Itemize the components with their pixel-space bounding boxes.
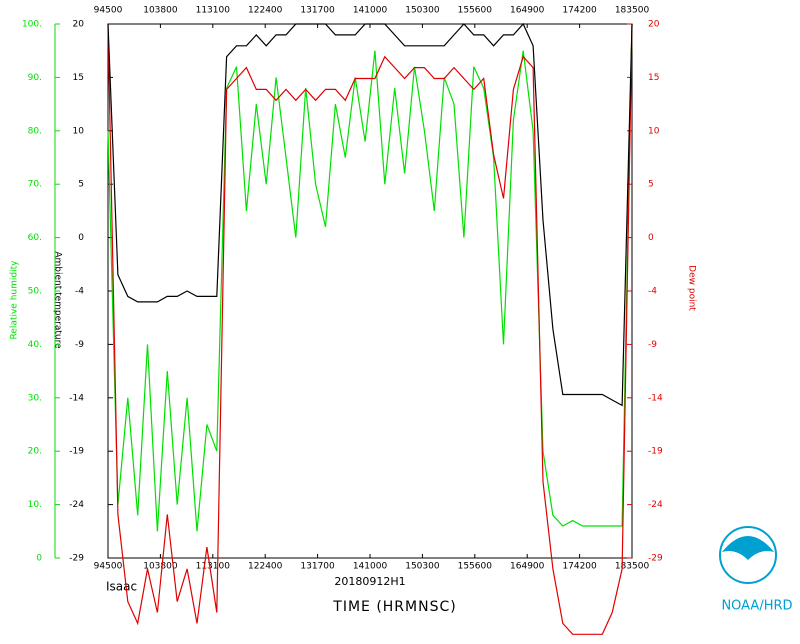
annotation: 20180912H1 [334,575,405,588]
noaa-logo [719,526,777,584]
x-tick-label-top: 103800 [143,6,178,16]
x-tick-label-top: 94500 [94,6,123,16]
x-tick-label: 113100 [196,562,231,572]
y-tick-label: 50. [28,287,42,297]
x-tick-label-top: 183500 [615,6,650,16]
y-axis-label: Relative humidity [10,260,20,340]
y2-tick-label: 10 [73,126,85,136]
y-tick-label: 20. [28,447,42,457]
x-tick-label-top: 164900 [510,6,545,16]
x-tick-label: 103800 [143,562,178,572]
y2-tick-label: 0 [78,233,84,243]
y2-axis-label: Ambient temperature [53,251,63,349]
y2-tick-label: -19 [69,447,84,457]
y2-tick-label-right: -4 [648,287,657,297]
y2-tick-label: -29 [69,554,84,564]
x-tick-label: 141000 [353,562,388,572]
x-tick-label-top: 174200 [562,6,597,16]
x-tick-label-top: 150300 [405,6,440,16]
y2-tick-label: -14 [69,393,84,403]
y2-tick-label-right: 20 [648,20,660,30]
y2-tick-label-right: -29 [648,554,663,564]
x-tick-label: 122400 [248,562,283,572]
y2-tick-label-right: 15 [648,73,659,83]
x-tick-label: 150300 [405,562,440,572]
y-tick-label: 60. [28,233,42,243]
y2-tick-label: -9 [75,340,84,350]
x-tick-label: 183500 [615,562,650,572]
x-tick-label: 164900 [510,562,545,572]
y-tick-label: 90. [28,73,42,83]
y2-tick-label: -4 [75,287,84,297]
y2-tick-label-right: 0 [648,233,654,243]
y2-tick-label-right: 10 [648,126,660,136]
x-axis-label: TIME (HRMNSC) [332,599,456,615]
y-tick-label: 10. [28,500,42,510]
series-line [107,23,633,532]
x-tick-label-top: 122400 [248,6,283,16]
y-tick-label: 40. [28,340,42,350]
x-tick-label-top: 155600 [458,6,493,16]
y2-tick-label: -24 [69,500,84,510]
y2-tick-label: 5 [78,180,84,190]
y2-tick-label-right: -19 [648,447,663,457]
y-tick-label: 80. [28,126,42,136]
x-tick-label: 155600 [458,562,493,572]
y-tick-label: 100. [22,20,42,30]
series-line [107,23,633,635]
y-tick-label: 30. [28,393,42,403]
y2-tick-label-right: -14 [648,393,663,403]
y2-tick-label: 20 [73,20,85,30]
y2-axis-label: Dew point [687,265,697,311]
y2-tick-label: 15 [73,73,84,83]
x-tick-label: 131700 [300,562,335,572]
logo-bird [722,536,774,560]
x-tick-label-top: 131700 [300,6,335,16]
x-tick-label: 174200 [562,562,597,572]
y-tick-label: 0 [36,554,42,564]
series-line [107,22,633,407]
credit: NOAA/HRD [721,599,792,614]
x-tick-label-top: 141000 [353,6,388,16]
logo-ring [719,526,777,584]
annotation: Isaac [106,580,137,594]
x-tick-label: 94500 [94,562,123,572]
x-tick-label-top: 113100 [196,6,231,16]
y2-tick-label-right: -9 [648,340,657,350]
y2-tick-label-right: -24 [648,500,663,510]
y2-tick-label-right: 5 [648,180,654,190]
y-tick-label: 70. [28,180,42,190]
